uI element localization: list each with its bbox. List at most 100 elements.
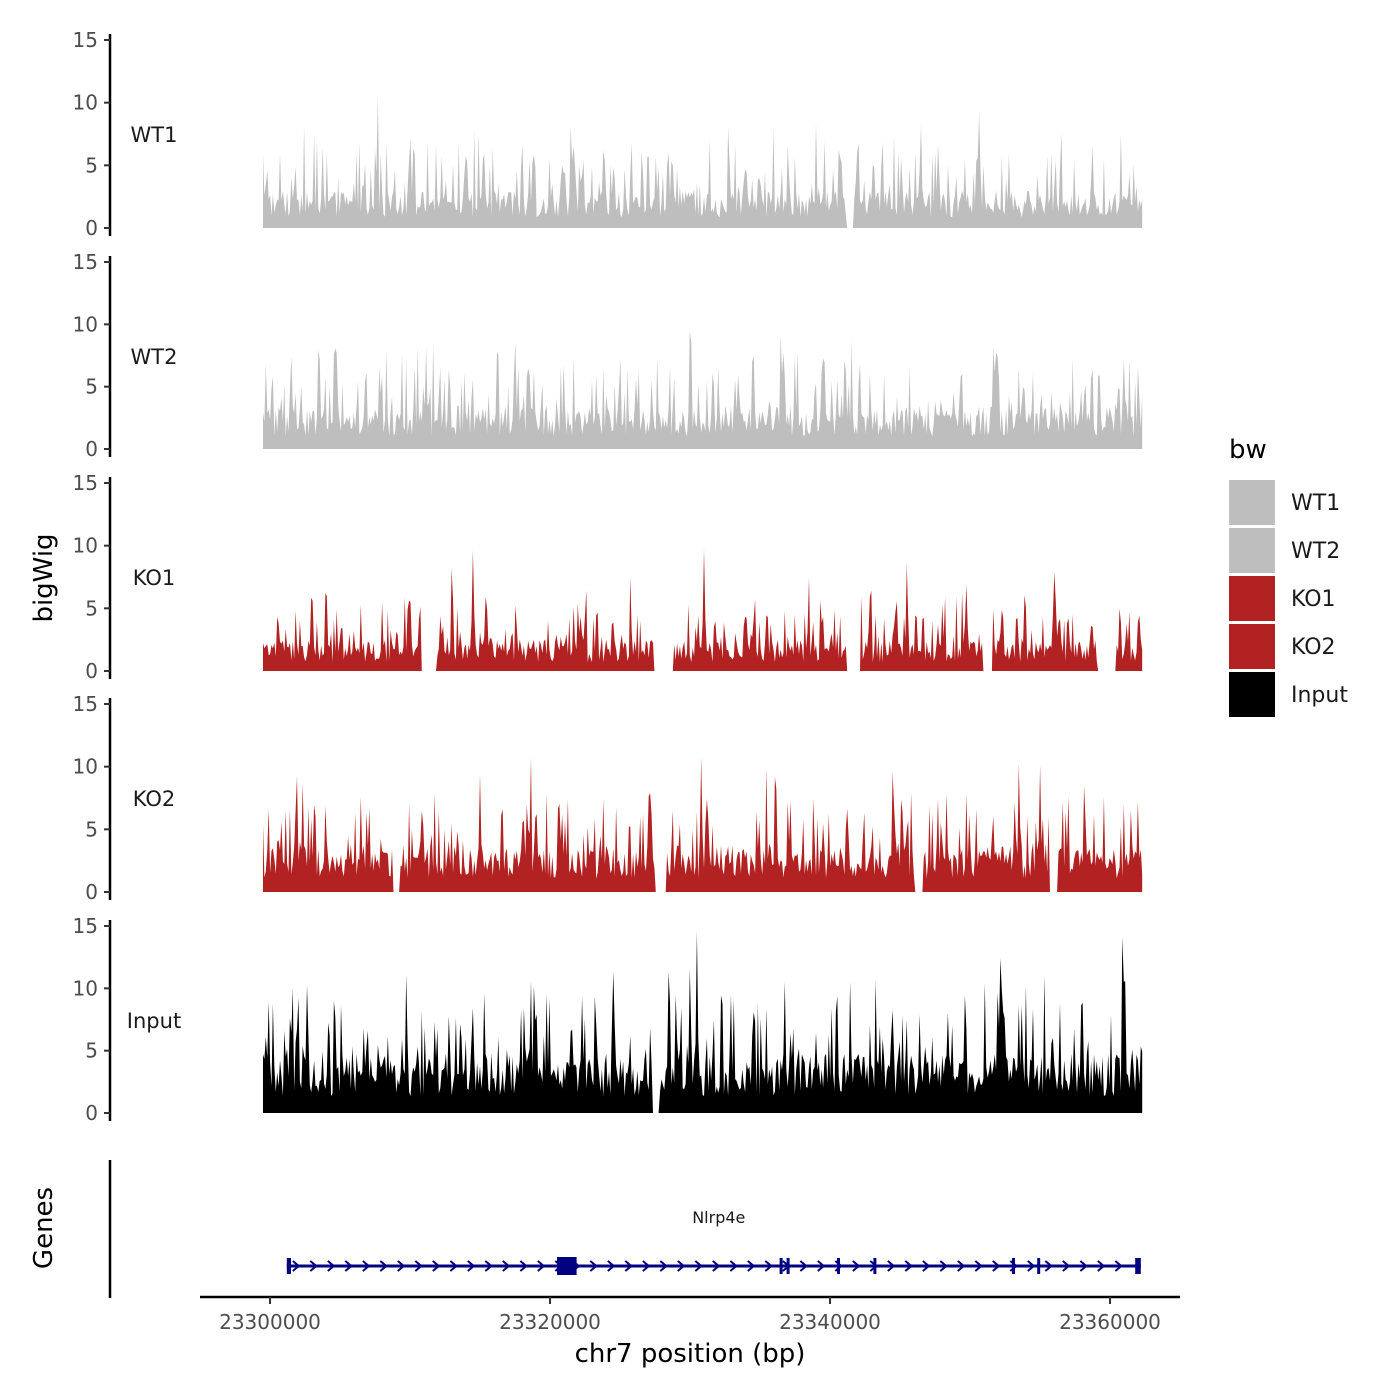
- strand-arrow: [1044, 1260, 1053, 1272]
- y-tick-label: 10: [73, 755, 98, 779]
- strand-arrow: [327, 1260, 336, 1272]
- strand-arrow: [1114, 1260, 1123, 1272]
- legend-key-ko1: [1229, 576, 1275, 621]
- track-label: KO2: [133, 787, 176, 811]
- strand-arrow: [817, 1260, 826, 1272]
- gene-exon: [1135, 1258, 1141, 1274]
- strand-arrow: [379, 1260, 388, 1272]
- y-tick-label: 5: [85, 596, 98, 620]
- y-tick-label: 0: [85, 880, 98, 904]
- y-tick-label: 0: [85, 437, 98, 461]
- y-tick-label: 15: [73, 28, 98, 52]
- strand-arrow: [799, 1260, 808, 1272]
- x-tick-label: 23340000: [779, 1310, 881, 1334]
- strand-arrow: [309, 1260, 318, 1272]
- strand-arrow: [764, 1260, 773, 1272]
- legend: bw WT1 WT2 KO1 KO2 Input: [1229, 435, 1348, 717]
- y-tick-label: 10: [73, 976, 98, 1000]
- strand-arrow: [659, 1260, 668, 1272]
- strand-arrow: [694, 1260, 703, 1272]
- strand-arrow: [642, 1260, 651, 1272]
- y-tick-label: 5: [85, 1039, 98, 1063]
- strand-arrow: [747, 1260, 756, 1272]
- gene-exon: [786, 1258, 790, 1274]
- track-ko1: 0 5 10 15 KO1: [73, 471, 1143, 683]
- strand-arrow: [1027, 1260, 1036, 1272]
- strand-arrow: [292, 1260, 301, 1272]
- legend-key-input: [1229, 672, 1275, 717]
- gene-track-title: Genes: [29, 1187, 59, 1269]
- strand-arrow: [589, 1260, 598, 1272]
- coverage-area-wt1: [263, 96, 1143, 228]
- track-wt1: 0 5 10 15 WT1: [73, 28, 1143, 240]
- y-tick-label: 0: [85, 659, 98, 683]
- gene-exon: [873, 1258, 877, 1274]
- x-tick-label: 23300000: [219, 1310, 321, 1334]
- y-tick-label: 10: [73, 91, 98, 115]
- legend-key-wt1: [1229, 480, 1275, 525]
- track-label: WT2: [131, 345, 178, 369]
- strand-arrow: [957, 1260, 966, 1272]
- y-tick-label: 15: [73, 914, 98, 938]
- strand-arrow: [1097, 1260, 1106, 1272]
- coverage-area-wt2: [263, 331, 1143, 449]
- coverage-tracks: 0 5 10 15 WT1 0 5 10 15 WT2 0 5 10 15 KO1 0 5 10 15 KO2 0 5 10…: [73, 28, 1143, 1125]
- strand-arrow: [939, 1260, 948, 1272]
- y-tick-label: 15: [73, 250, 98, 274]
- legend-label-ko1: KO1: [1291, 587, 1336, 612]
- track-wt2: 0 5 10 15 WT2: [73, 250, 1143, 461]
- strand-arrow: [519, 1260, 528, 1272]
- legend-key-wt2: [1229, 528, 1275, 573]
- y-axis-title: bigWig: [29, 533, 59, 622]
- strand-arrow: [502, 1260, 511, 1272]
- strand-arrow: [852, 1260, 861, 1272]
- gene-exon: [1012, 1258, 1015, 1274]
- strand-arrow: [484, 1260, 493, 1272]
- strand-arrow: [344, 1260, 353, 1272]
- legend-title: bw: [1229, 435, 1267, 465]
- strand-arrow: [974, 1260, 983, 1272]
- x-tick-label: 23360000: [1059, 1310, 1161, 1334]
- track-input: 0 5 10 15 Input: [73, 914, 1143, 1125]
- strand-arrow: [1079, 1260, 1088, 1272]
- y-tick-label: 0: [85, 216, 98, 240]
- y-tick-label: 5: [85, 153, 98, 177]
- gene-exon: [779, 1258, 783, 1274]
- strand-arrow: [449, 1260, 458, 1272]
- strand-arrow: [362, 1260, 371, 1272]
- strand-arrow: [922, 1260, 931, 1272]
- x-axis: 23300000 23320000 23340000 23360000: [200, 1295, 1180, 1334]
- gene-track: Nlrp4e: [108, 1160, 1141, 1298]
- gene-exon: [1037, 1258, 1041, 1274]
- gene-exon: [286, 1258, 291, 1274]
- track-ko2: 0 5 10 15 KO2: [73, 692, 1143, 904]
- legend-label-wt2: WT2: [1291, 539, 1340, 564]
- strand-arrow: [537, 1260, 546, 1272]
- track-label: WT1: [131, 123, 178, 147]
- strand-arrow: [677, 1260, 686, 1272]
- y-tick-label: 5: [85, 375, 98, 399]
- legend-label-ko2: KO2: [1291, 635, 1336, 660]
- strand-arrow: [712, 1260, 721, 1272]
- strand-arrow: [624, 1260, 633, 1272]
- gene-exon: [557, 1257, 577, 1275]
- x-tick-label: 23320000: [499, 1310, 601, 1334]
- y-tick-label: 10: [73, 534, 98, 558]
- coverage-area-ko2: [263, 757, 1143, 892]
- strand-arrow: [729, 1260, 738, 1272]
- coverage-area-ko1: [263, 549, 1143, 671]
- track-label: KO1: [133, 566, 176, 590]
- gene-exon: [837, 1258, 840, 1274]
- strand-arrow: [607, 1260, 616, 1272]
- track-label: Input: [127, 1009, 181, 1033]
- y-tick-label: 15: [73, 692, 98, 716]
- gene-name-label: Nlrp4e: [692, 1208, 745, 1227]
- strand-arrow: [397, 1260, 406, 1272]
- y-tick-label: 15: [73, 471, 98, 495]
- legend-key-ko2: [1229, 624, 1275, 669]
- strand-arrow: [887, 1260, 896, 1272]
- y-tick-label: 0: [85, 1101, 98, 1125]
- legend-label-input: Input: [1291, 683, 1348, 708]
- strand-arrow: [992, 1260, 1001, 1272]
